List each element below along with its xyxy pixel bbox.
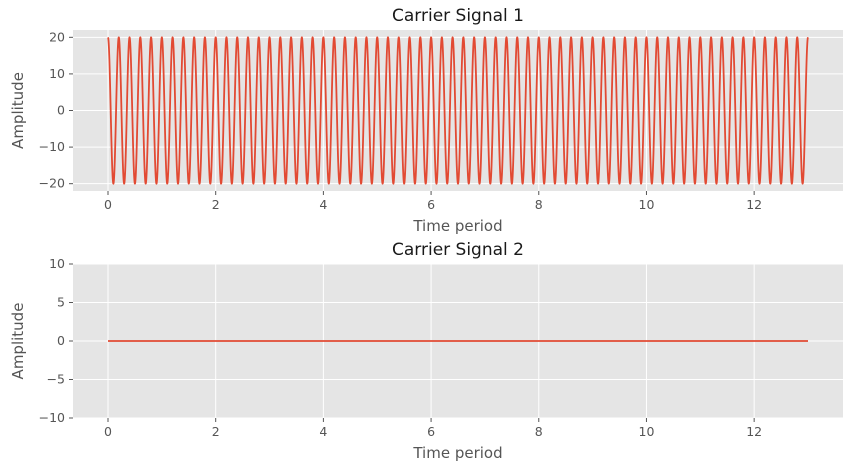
x-tick-label: 4 bbox=[319, 424, 327, 439]
x-tick-label: 2 bbox=[212, 197, 220, 212]
y-tick-label: −20 bbox=[39, 176, 65, 191]
x-tick-label: 10 bbox=[639, 197, 655, 212]
chart-carrier-signal-1: 0 2 4 6 8 10 12 −20 −10 0 10 20 Carrier Signal 1 Time… bbox=[9, 6, 843, 235]
y-tick-label: 10 bbox=[49, 256, 65, 271]
y-tick-label: 0 bbox=[57, 333, 65, 348]
x-tick-label: 8 bbox=[535, 424, 543, 439]
y-tick-label: −10 bbox=[39, 139, 65, 154]
x-axis-label: Time period bbox=[412, 217, 502, 235]
x-tick-label: 6 bbox=[427, 197, 435, 212]
y-tick-label: 5 bbox=[57, 295, 65, 310]
x-axis-label: Time period bbox=[412, 444, 502, 462]
y-tick-label: −10 bbox=[39, 410, 65, 425]
y-axis-label: Amplitude bbox=[9, 72, 27, 149]
x-tick-label: 12 bbox=[746, 424, 762, 439]
x-tick-label: 10 bbox=[639, 424, 655, 439]
chart-title: Carrier Signal 1 bbox=[392, 6, 524, 26]
x-tick-label: 0 bbox=[104, 424, 112, 439]
y-tick-label: 10 bbox=[49, 66, 65, 81]
x-tick-label: 4 bbox=[319, 197, 327, 212]
y-tick-label: −5 bbox=[47, 372, 65, 387]
x-tick-label: 8 bbox=[535, 197, 543, 212]
y-tick-label: 20 bbox=[49, 29, 65, 44]
y-axis-label: Amplitude bbox=[9, 303, 27, 380]
chart-title: Carrier Signal 2 bbox=[392, 240, 524, 260]
series-line-0 bbox=[107, 36, 809, 185]
x-tick-label: 12 bbox=[746, 197, 762, 212]
y-tick-label: 0 bbox=[57, 103, 65, 118]
x-tick-label: 0 bbox=[104, 197, 112, 212]
chart-carrier-signal-2: 0 2 4 6 8 10 12 −10 −5 0 5 10 Carrier Signal 2 Time p… bbox=[9, 240, 843, 462]
x-tick-label: 6 bbox=[427, 424, 435, 439]
x-tick-label: 2 bbox=[212, 424, 220, 439]
